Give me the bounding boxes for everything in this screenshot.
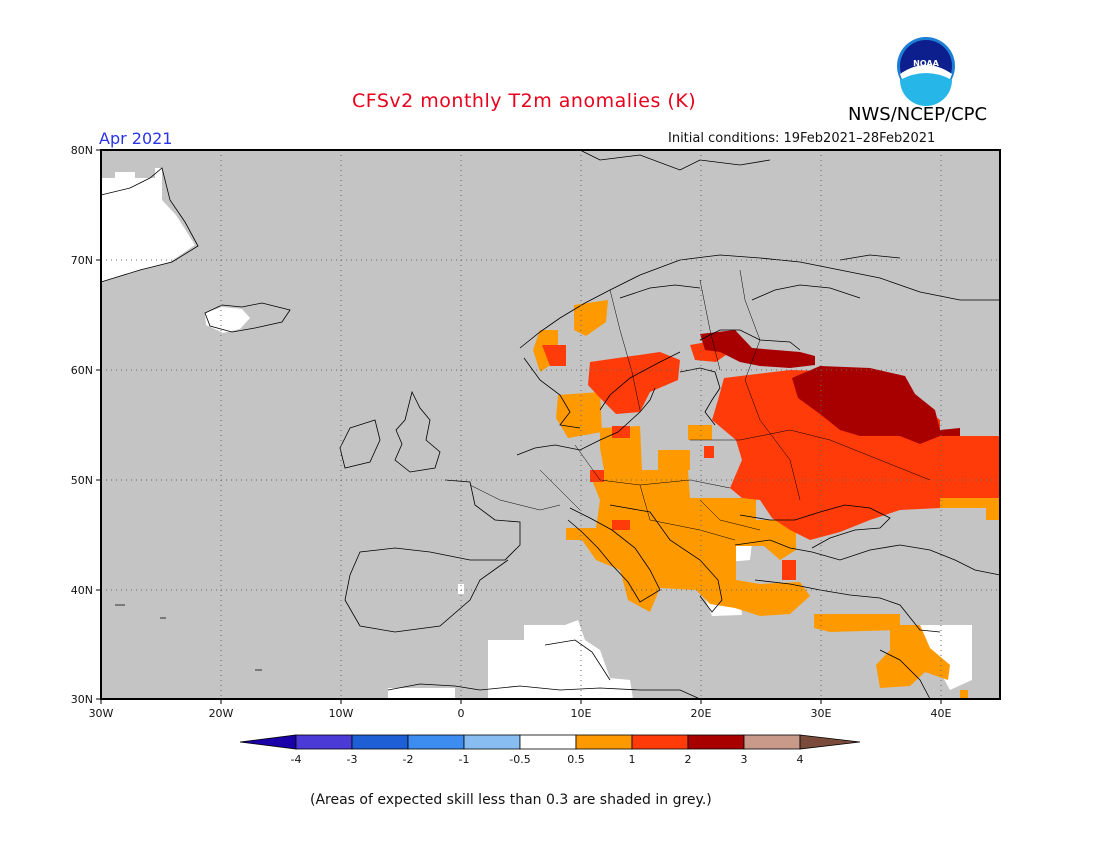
lat-tick-label: 60N xyxy=(71,364,93,377)
lat-tick-label: 50N xyxy=(71,474,93,487)
lon-tick-label: 20E xyxy=(691,707,712,720)
colorbar-label: 0.5 xyxy=(567,753,585,766)
noaa-logo: NOAA xyxy=(897,37,955,106)
map-frame xyxy=(100,149,1001,700)
skill-footnote: (Areas of expected skill less than 0.3 a… xyxy=(310,792,712,808)
coastlines xyxy=(100,149,1001,700)
colorbar-label: 1 xyxy=(629,753,636,766)
colorbar-swatch xyxy=(295,734,353,750)
lat-tick-label: 70N xyxy=(71,254,93,267)
colorbar-swatch xyxy=(575,734,633,750)
colorbar-label: -0.5 xyxy=(509,753,530,766)
lon-tick-labels: 30W 20W 10W 0 10E 20E 30E 40E xyxy=(89,707,952,720)
tick-marks xyxy=(96,149,942,704)
noaa-logo-text: NOAA xyxy=(913,59,939,68)
anomaly-layer xyxy=(101,168,1000,699)
lat-tick-label: 30N xyxy=(71,693,93,706)
colorbar-swatch xyxy=(351,734,409,750)
colorbar-swatch xyxy=(519,734,577,750)
lon-tick-label: 30W xyxy=(89,707,114,720)
lat-tick-label: 40N xyxy=(71,584,93,597)
lon-tick-label: 0 xyxy=(458,707,465,720)
lat-tick-labels: 80N 70N 60N 50N 40N 30N xyxy=(71,144,93,706)
anomaly-2-to-3 xyxy=(700,330,960,444)
colorbar: -4 -3 -2 -1 -0.5 0.5 1 2 3 4 xyxy=(239,734,861,766)
colorbar-label: -3 xyxy=(347,753,358,766)
lon-tick-label: 20W xyxy=(209,707,234,720)
colorbar-label: -4 xyxy=(291,753,302,766)
colorbar-label: -2 xyxy=(403,753,414,766)
colorbar-high-arrow xyxy=(799,734,861,750)
lon-tick-label: 40E xyxy=(931,707,952,720)
map-title: CFSv2 monthly T2m anomalies (K) xyxy=(352,90,697,112)
colorbar-swatch xyxy=(687,734,745,750)
colorbar-swatch xyxy=(463,734,521,750)
country-borders xyxy=(469,269,931,541)
colorbar-label: 2 xyxy=(685,753,692,766)
lon-tick-label: 10W xyxy=(329,707,354,720)
initial-conditions: Initial conditions: 19Feb2021–28Feb2021 xyxy=(668,131,936,146)
lat-tick-label: 80N xyxy=(71,144,93,157)
colorbar-swatch xyxy=(407,734,465,750)
colorbar-label: 4 xyxy=(797,753,804,766)
colorbar-label: 3 xyxy=(741,753,748,766)
colorbar-swatch xyxy=(743,734,801,750)
lon-tick-label: 30E xyxy=(811,707,832,720)
colorbar-low-arrow xyxy=(239,734,297,750)
colorbar-label: -1 xyxy=(459,753,470,766)
lon-tick-label: 10E xyxy=(571,707,592,720)
colorbar-swatch xyxy=(631,734,689,750)
agency-label: NWS/NCEP/CPC xyxy=(848,104,988,125)
forecast-month: Apr 2021 xyxy=(99,129,173,148)
